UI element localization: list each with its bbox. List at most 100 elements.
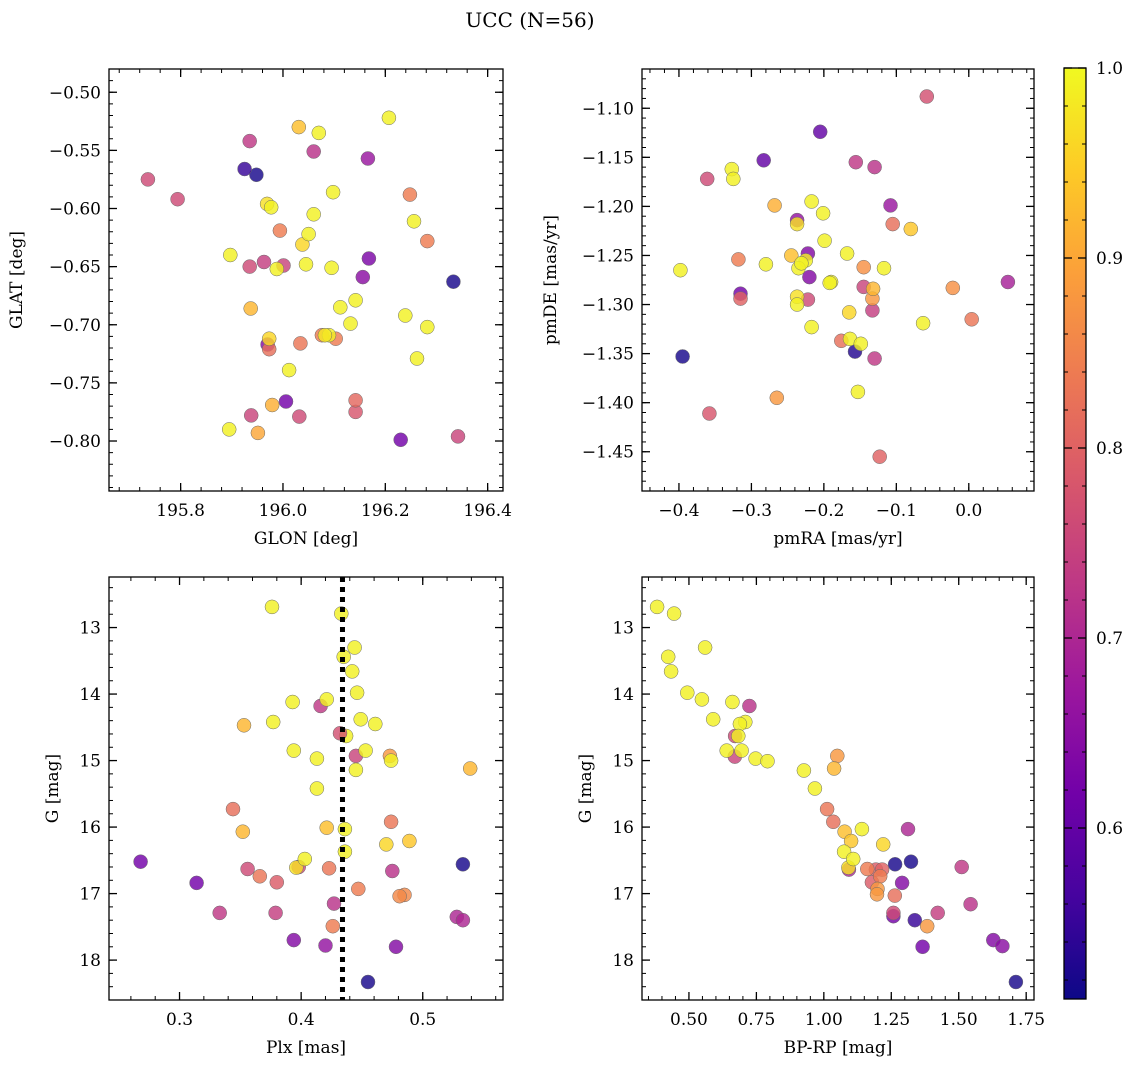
scatter-point [388, 939, 404, 955]
x-tick-label: 0.0 [955, 501, 982, 521]
x-tick-label: −0.3 [731, 501, 772, 521]
scatter-point [242, 133, 257, 149]
scatter-point [705, 712, 721, 727]
scatter-point [347, 640, 362, 655]
y-tick-label: 14 [79, 685, 101, 705]
scatter-point [269, 875, 285, 890]
scatter-point [702, 406, 717, 421]
y-tick-label: 15 [612, 752, 634, 772]
y-axis-label: GLAT [deg] [7, 231, 27, 329]
scatter-point [264, 599, 280, 615]
scatter-point [812, 124, 828, 140]
scatter-point [856, 259, 871, 275]
panel-glon-glat: 195.8 196.0 196.2 196.4 −0.50 −0.55 −0.60 −0.65… [7, 68, 512, 549]
scatter-point [789, 216, 805, 232]
scatter-point [804, 194, 819, 209]
x-axis-label: pmRA [mas/yr] [773, 529, 902, 549]
scatter-point [794, 256, 809, 271]
scatter-point [311, 125, 327, 141]
scatter-point [699, 171, 715, 187]
scatter-point [883, 198, 898, 213]
scatter-point [242, 259, 257, 274]
y-tick-label: 17 [79, 885, 101, 905]
scatter-point [742, 698, 757, 714]
scatter-point [726, 171, 741, 187]
scatter-point [264, 397, 280, 413]
scatter-point [930, 905, 945, 921]
scatter-point [368, 716, 383, 732]
scatter-point [789, 297, 805, 312]
y-axis-label: G [mag] [43, 754, 63, 823]
scatter-point [420, 233, 435, 249]
y-axis-label: pmDE [mas/yr] [541, 215, 561, 345]
scatter-point [697, 640, 713, 655]
scatter-point [756, 153, 771, 168]
scatter-point [903, 221, 919, 237]
x-axis-label: GLON [deg] [254, 529, 358, 549]
scatter-point [292, 409, 307, 424]
scatter-point [666, 606, 682, 621]
scatter-point [381, 110, 397, 126]
scatter-point [872, 869, 888, 884]
scatter-point [719, 743, 734, 758]
scatter-point [839, 246, 855, 261]
scatter-point [278, 394, 294, 409]
scatter-point [455, 912, 471, 928]
scatter-point [680, 685, 695, 700]
scatter-point [731, 252, 746, 267]
scatter-point [225, 801, 241, 817]
scatter-point [954, 859, 969, 875]
scatter-point [860, 861, 875, 877]
y-tick-label: −0.60 [49, 200, 101, 220]
scatter-point [309, 751, 325, 766]
y-tick-label: −1.30 [582, 296, 634, 316]
scatter-point [250, 425, 266, 441]
x-tick-label: 196.0 [259, 501, 308, 521]
scatter-point [848, 154, 864, 170]
panel-pmra-pmde: −0.4 −0.3 −0.2 −0.1 0.0 −1.10 −1.15 −1.20 −1.25 −… [541, 68, 1035, 549]
scatter-points [140, 110, 466, 448]
scatter-point [212, 905, 227, 921]
scatter-point [663, 664, 679, 679]
scatter-point [748, 751, 763, 766]
scatter-point [673, 262, 688, 278]
scatter-point [319, 692, 334, 707]
scatter-point [732, 716, 748, 732]
x-tick-label: −0.4 [658, 501, 699, 521]
scatter-point [306, 144, 321, 159]
scatter-point [694, 692, 710, 707]
y-tick-label: 15 [79, 752, 101, 772]
y-tick-label: −1.15 [582, 148, 634, 168]
y-tick-label: −1.40 [582, 394, 634, 414]
scatter-point [353, 712, 368, 727]
scatter-point [887, 888, 903, 903]
scatter-point [286, 743, 302, 758]
scatter-point [269, 261, 285, 277]
y-tick-label: 16 [79, 818, 101, 838]
scatter-point [734, 743, 749, 758]
scatter-point [291, 119, 307, 135]
x-tick-label: 1.50 [940, 1010, 978, 1030]
scatter-point [807, 781, 823, 796]
axes-frame [108, 68, 504, 492]
scatter-point [272, 223, 288, 238]
y-tick-label: 18 [612, 951, 634, 971]
scatter-point [298, 257, 314, 272]
y-tick-label: −0.75 [49, 374, 101, 394]
x-tick-label: 196.4 [463, 501, 512, 521]
y-tick-label: −0.65 [49, 258, 101, 278]
scatter-point [402, 187, 418, 202]
scatter-point [817, 233, 832, 248]
scatter-point [317, 327, 333, 343]
scatter-point [867, 159, 882, 175]
scatter-point [733, 291, 748, 306]
scatter-point [660, 649, 676, 665]
scatter-point [360, 151, 376, 166]
scatter-point [450, 429, 466, 444]
x-tick-label: −0.1 [876, 501, 917, 521]
x-tick-label: 0.4 [288, 1010, 315, 1030]
scatter-point [760, 753, 775, 769]
scatter-point [189, 875, 204, 891]
scatter-point [675, 349, 690, 364]
scatter-point [349, 685, 365, 700]
